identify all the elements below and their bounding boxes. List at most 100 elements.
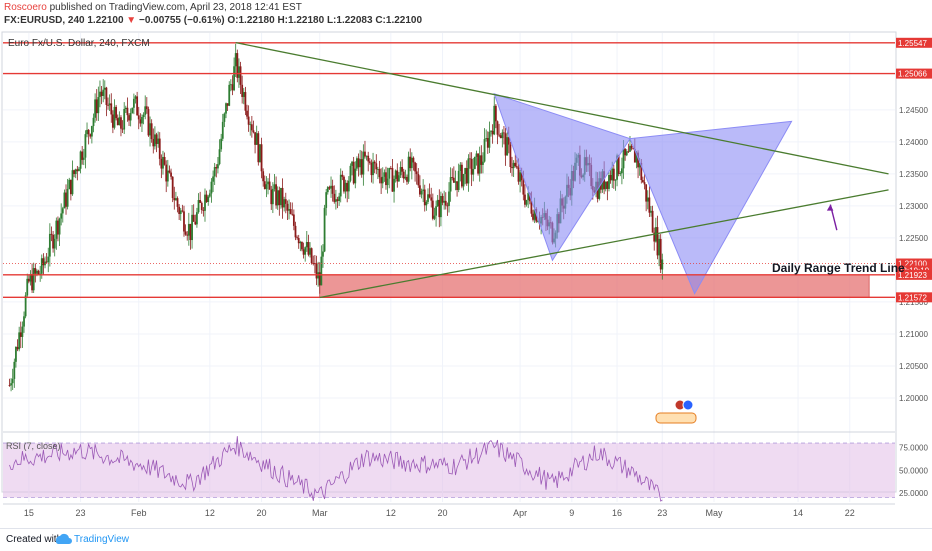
candle-body xyxy=(364,151,366,157)
candle-body xyxy=(464,168,467,175)
candle-body xyxy=(192,214,195,222)
candle-body xyxy=(11,378,14,384)
candle-body xyxy=(456,181,458,190)
candle-body xyxy=(385,172,387,186)
high-label: H: xyxy=(277,15,288,26)
candle-body xyxy=(265,184,268,190)
candle-body xyxy=(186,234,189,236)
chart-area[interactable]: 1.24500 1.24000 1.23500 1.23000 1.22500 1.215… xyxy=(0,28,932,528)
candle-body xyxy=(612,168,615,181)
candle-body xyxy=(504,133,507,156)
candle-body xyxy=(58,218,61,235)
price-change: −0.00755 (−0.61%) xyxy=(138,15,225,26)
low-label: L: xyxy=(326,15,337,26)
candle-body xyxy=(95,99,98,114)
trend-line[interactable] xyxy=(319,189,889,299)
price-flag xyxy=(896,269,932,280)
candle-body xyxy=(420,190,423,195)
candle-body xyxy=(428,194,431,198)
candle-body xyxy=(360,159,363,175)
candle-body xyxy=(118,117,121,126)
candle-body xyxy=(372,161,374,176)
candle-body xyxy=(368,161,371,163)
news-flag-icon[interactable] xyxy=(655,399,697,424)
candle-body xyxy=(443,200,446,203)
candle-body xyxy=(469,158,471,160)
candle-body xyxy=(175,198,177,201)
candle-body xyxy=(218,149,221,165)
candle-body xyxy=(291,213,294,215)
candle-body xyxy=(221,121,224,139)
y-tick-label: 1.20000 xyxy=(899,394,928,403)
candle-body xyxy=(68,179,71,189)
candle-body xyxy=(606,181,609,189)
price-flag xyxy=(896,37,932,48)
candle-body xyxy=(465,168,468,184)
candle-body xyxy=(121,128,124,130)
candle-body xyxy=(354,168,357,184)
candle-body xyxy=(440,196,442,218)
candle-body xyxy=(486,138,489,148)
candle-body xyxy=(71,170,74,195)
candle-body xyxy=(233,66,235,91)
candle-body xyxy=(52,234,54,249)
candle-body xyxy=(92,117,95,127)
candle-body xyxy=(194,221,197,225)
candle-body xyxy=(528,193,531,202)
candle-body xyxy=(107,104,109,106)
candle-body xyxy=(402,171,405,179)
candle-body xyxy=(621,168,623,174)
author-link[interactable]: Roscoero xyxy=(4,2,47,13)
x-tick-label: 12 xyxy=(386,508,396,518)
candle-body xyxy=(506,137,509,156)
candle-body xyxy=(304,247,307,255)
candle-body xyxy=(120,117,122,129)
candle-body xyxy=(187,223,190,236)
candle-body xyxy=(241,84,244,97)
candle-body xyxy=(23,316,25,327)
trend-line[interactable] xyxy=(235,41,889,175)
candle-body xyxy=(637,152,639,168)
price-flag-label: 1.22100 xyxy=(898,260,927,269)
candle-body xyxy=(108,103,111,106)
candle-body xyxy=(181,210,184,212)
candle-body xyxy=(407,156,410,182)
candle-body xyxy=(380,177,383,184)
candle-body xyxy=(63,192,66,209)
candle-body xyxy=(99,91,101,98)
candle-body xyxy=(155,134,158,144)
candle-body xyxy=(388,168,391,179)
candle-body xyxy=(40,258,43,274)
tradingview-brand[interactable]: TradingView xyxy=(74,534,130,545)
candle-body xyxy=(347,180,350,192)
y-tick-label: 1.22500 xyxy=(899,234,928,243)
x-tick-label: 15 xyxy=(24,508,34,518)
candle-body xyxy=(318,272,321,286)
candle-body xyxy=(225,103,227,114)
candle-body xyxy=(336,199,339,202)
candle-body xyxy=(42,258,45,266)
candle-body xyxy=(629,145,631,152)
candle-body xyxy=(296,237,299,239)
candle-body xyxy=(462,174,465,187)
candle-body xyxy=(60,213,63,219)
candle-body xyxy=(415,171,418,175)
candle-body xyxy=(110,103,113,115)
candle-body xyxy=(301,242,303,250)
candle-body xyxy=(386,178,389,186)
candle-body xyxy=(74,169,77,175)
candle-body xyxy=(81,151,84,160)
candle-body xyxy=(307,241,310,255)
candle-body xyxy=(149,123,151,136)
chart-frame xyxy=(1,31,897,493)
candle-body xyxy=(270,189,273,205)
candle-body xyxy=(171,176,174,199)
tradingview-logo-icon[interactable] xyxy=(54,532,72,549)
candle-body xyxy=(78,168,80,172)
candle-body xyxy=(34,268,37,274)
candle-body xyxy=(97,97,100,114)
candle-body xyxy=(427,194,429,202)
candle-body xyxy=(57,220,59,235)
candle-body xyxy=(435,206,437,216)
candle-body xyxy=(490,130,492,132)
